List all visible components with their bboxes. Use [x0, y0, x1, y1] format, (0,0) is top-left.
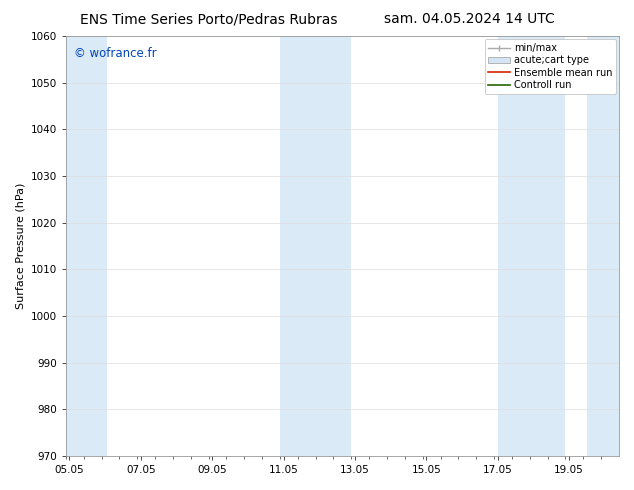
Text: © wofrance.fr: © wofrance.fr — [74, 47, 157, 60]
Text: ENS Time Series Porto/Pedras Rubras: ENS Time Series Porto/Pedras Rubras — [81, 12, 338, 26]
Y-axis label: Surface Pressure (hPa): Surface Pressure (hPa) — [15, 183, 25, 309]
Bar — [280, 36, 351, 456]
Text: sam. 04.05.2024 14 UTC: sam. 04.05.2024 14 UTC — [384, 12, 555, 26]
Legend: min/max, acute;cart type, Ensemble mean run, Controll run: min/max, acute;cart type, Ensemble mean … — [484, 39, 616, 94]
Bar — [587, 36, 619, 456]
Bar — [498, 36, 566, 456]
Bar — [66, 36, 107, 456]
